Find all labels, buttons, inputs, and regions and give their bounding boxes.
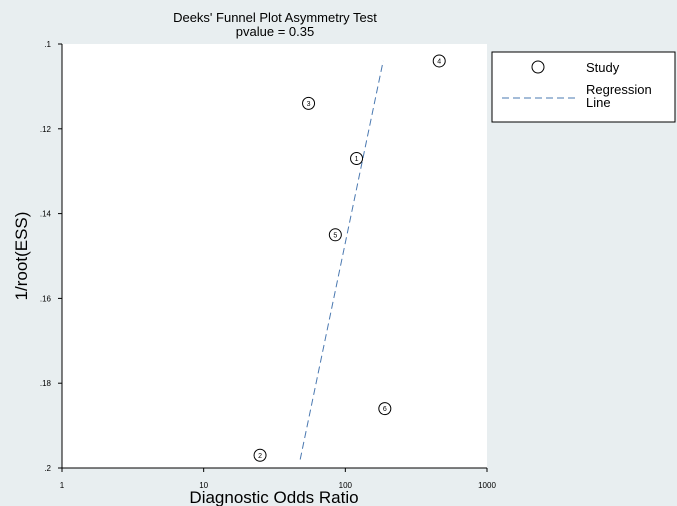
legend-box [491,51,676,123]
y-tick-label: .2 [44,464,51,473]
study-point-label: 1 [355,156,359,163]
study-point-marker [328,228,342,242]
study-point: 5 [328,228,342,242]
study-point: 4 [432,54,446,68]
study-point: 2 [253,448,267,462]
x-tick-label: 1 [60,481,65,490]
study-point-label: 6 [383,406,387,413]
y-tick-label: .18 [40,379,52,388]
study-point-label: 2 [258,453,262,460]
legend-study-label: Study [586,60,620,75]
study-point: 1 [350,151,364,165]
y-tick-label: .14 [40,210,52,219]
y-axis-title: 1/root(ESS) [12,212,31,301]
x-axis-ticks: 1 10 100 1000 [60,468,496,490]
study-point-marker [253,448,267,462]
study-point: 6 [378,402,392,416]
study-point-label: 5 [333,232,337,239]
y-tick-label: .16 [40,294,52,303]
study-point-marker [350,151,364,165]
x-tick-label: 1000 [478,481,496,490]
x-tick-label: 10 [199,481,208,490]
study-point-label: 4 [437,58,441,65]
study-points-layer: 1 2 3 4 5 6 [253,54,446,462]
study-point: 3 [302,96,316,110]
study-point-marker [378,402,392,416]
study-point-marker [432,54,446,68]
study-point-marker [302,96,316,110]
y-tick-label: .1 [44,40,51,49]
study-point-label: 3 [307,101,311,108]
legend-study-marker [531,60,545,74]
legend-regression-label-line1: Regression [586,82,652,97]
y-axis-ticks: .1 .12 .14 .16 .18 .2 [40,40,62,473]
y-tick-label: .12 [40,125,52,134]
legend: Study Regression Line [491,51,676,123]
x-tick-label: 100 [339,481,353,490]
x-axis-title: Diagnostic Odds Ratio [189,488,358,506]
regression-line [299,60,384,460]
chart-title: Deeks' Funnel Plot Asymmetry Test [173,10,377,25]
plot-area [62,44,487,468]
regression-line-layer [299,60,384,460]
legend-regression-label-line2: Line [586,95,611,110]
chart-subtitle: pvalue = 0.35 [236,24,314,39]
